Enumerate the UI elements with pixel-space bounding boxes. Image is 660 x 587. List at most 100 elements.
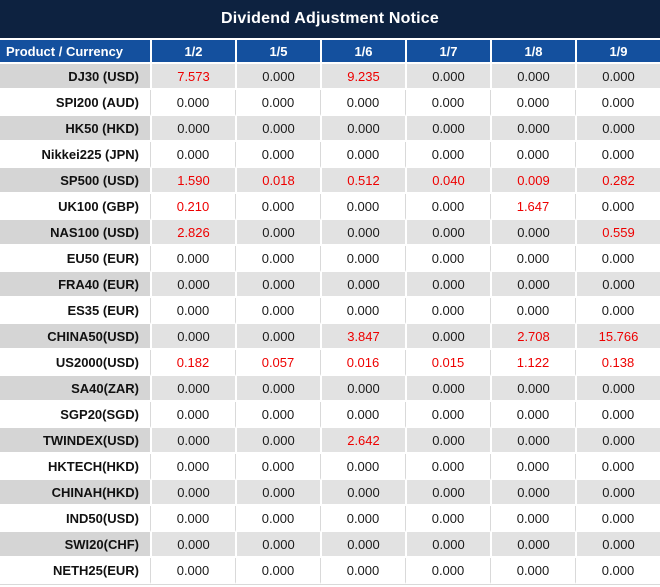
value-cell: 0.000: [235, 194, 320, 220]
value-cell: 0.000: [490, 506, 575, 532]
value-cell: 0.000: [575, 402, 660, 428]
value-cell: 0.015: [405, 350, 490, 376]
product-cell: UK100 (GBP): [0, 194, 150, 220]
table-row: US2000(USD) 0.182 0.057 0.016 0.015 1.122 0.13…: [0, 350, 660, 376]
value-cell: 0.000: [235, 532, 320, 558]
value-cell: 0.000: [235, 142, 320, 168]
product-cell: Nikkei225 (JPN): [0, 142, 150, 168]
value-cell: 0.000: [150, 558, 235, 584]
value-cell: 0.000: [320, 506, 405, 532]
value-cell: 0.000: [150, 454, 235, 480]
value-cell: 0.000: [575, 532, 660, 558]
value-cell: 0.000: [575, 194, 660, 220]
table-row: SA40(ZAR) 0.000 0.000 0.000 0.000 0.000 0.000: [0, 376, 660, 402]
table-row: EU50 (EUR) 0.000 0.000 0.000 0.000 0.000 0.000: [0, 246, 660, 272]
value-cell: 0.018: [235, 168, 320, 194]
date-header: 1/2: [150, 40, 235, 64]
product-cell: TWINDEX(USD): [0, 428, 150, 454]
table-row: Nikkei225 (JPN) 0.000 0.000 0.000 0.000 0.000…: [0, 142, 660, 168]
value-cell: 0.000: [150, 246, 235, 272]
value-cell: 0.000: [405, 116, 490, 142]
value-cell: 0.000: [235, 506, 320, 532]
value-cell: 0.000: [575, 428, 660, 454]
value-cell: 0.000: [150, 532, 235, 558]
date-header: 1/5: [235, 40, 320, 64]
value-cell: 0.000: [320, 402, 405, 428]
value-cell: 0.000: [575, 272, 660, 298]
table-row: SP500 (USD) 1.590 0.018 0.512 0.040 0.009 0.28…: [0, 168, 660, 194]
value-cell: 0.000: [320, 116, 405, 142]
value-cell: 0.000: [235, 90, 320, 116]
value-cell: 0.559: [575, 220, 660, 246]
value-cell: 0.000: [235, 246, 320, 272]
dividend-table: Product / Currency 1/2 1/5 1/6 1/7 1/8 1/9 DJ…: [0, 40, 660, 585]
value-cell: 0.000: [490, 402, 575, 428]
table-row: HKTECH(HKD) 0.000 0.000 0.000 0.000 0.000 0.00…: [0, 454, 660, 480]
value-cell: 0.138: [575, 350, 660, 376]
value-cell: 0.000: [150, 324, 235, 350]
date-header: 1/6: [320, 40, 405, 64]
value-cell: 0.000: [150, 298, 235, 324]
value-cell: 0.000: [575, 376, 660, 402]
value-cell: 0.000: [150, 116, 235, 142]
value-cell: 0.000: [405, 90, 490, 116]
value-cell: 0.000: [490, 272, 575, 298]
value-cell: 0.000: [490, 90, 575, 116]
value-cell: 1.647: [490, 194, 575, 220]
value-cell: 0.040: [405, 168, 490, 194]
product-cell: HK50 (HKD): [0, 116, 150, 142]
value-cell: 0.000: [490, 246, 575, 272]
value-cell: 0.000: [405, 428, 490, 454]
value-cell: 0.000: [150, 480, 235, 506]
value-cell: 0.000: [320, 532, 405, 558]
value-cell: 0.000: [320, 194, 405, 220]
table-row: DJ30 (USD) 7.573 0.000 9.235 0.000 0.000 0.000: [0, 64, 660, 90]
product-cell: IND50(USD): [0, 506, 150, 532]
value-cell: 9.235: [320, 64, 405, 90]
product-cell: HKTECH(HKD): [0, 454, 150, 480]
value-cell: 0.000: [320, 298, 405, 324]
page-title: Dividend Adjustment Notice: [0, 0, 660, 40]
value-cell: 0.000: [490, 376, 575, 402]
value-cell: 0.000: [235, 324, 320, 350]
value-cell: 0.000: [320, 558, 405, 584]
value-cell: 0.000: [405, 142, 490, 168]
product-cell: SA40(ZAR): [0, 376, 150, 402]
value-cell: 0.016: [320, 350, 405, 376]
value-cell: 0.512: [320, 168, 405, 194]
product-cell: SP500 (USD): [0, 168, 150, 194]
product-currency-header: Product / Currency: [0, 40, 150, 64]
value-cell: 0.000: [490, 64, 575, 90]
value-cell: 0.000: [320, 454, 405, 480]
header-row: Product / Currency 1/2 1/5 1/6 1/7 1/8 1/9: [0, 40, 660, 64]
value-cell: 0.000: [490, 454, 575, 480]
value-cell: 0.000: [320, 90, 405, 116]
value-cell: 0.000: [235, 116, 320, 142]
value-cell: 0.000: [575, 90, 660, 116]
value-cell: 0.000: [575, 480, 660, 506]
value-cell: 0.000: [405, 64, 490, 90]
value-cell: 0.000: [490, 532, 575, 558]
value-cell: 0.000: [235, 428, 320, 454]
table-row: NAS100 (USD) 2.826 0.000 0.000 0.000 0.000 0.5…: [0, 220, 660, 246]
value-cell: 0.000: [405, 402, 490, 428]
value-cell: 0.000: [405, 558, 490, 584]
value-cell: 1.590: [150, 168, 235, 194]
value-cell: 0.000: [320, 376, 405, 402]
product-cell: DJ30 (USD): [0, 64, 150, 90]
table-row: HK50 (HKD) 0.000 0.000 0.000 0.000 0.000 0.000: [0, 116, 660, 142]
value-cell: 0.000: [235, 376, 320, 402]
value-cell: 0.000: [235, 272, 320, 298]
value-cell: 0.000: [405, 376, 490, 402]
value-cell: 0.000: [405, 194, 490, 220]
value-cell: 0.000: [405, 246, 490, 272]
value-cell: 0.000: [575, 64, 660, 90]
value-cell: 0.000: [575, 506, 660, 532]
table-row: SPI200 (AUD) 0.000 0.000 0.000 0.000 0.000 0.0…: [0, 90, 660, 116]
date-header: 1/9: [575, 40, 660, 64]
value-cell: 7.573: [150, 64, 235, 90]
value-cell: 0.000: [150, 428, 235, 454]
value-cell: 0.282: [575, 168, 660, 194]
product-cell: US2000(USD): [0, 350, 150, 376]
